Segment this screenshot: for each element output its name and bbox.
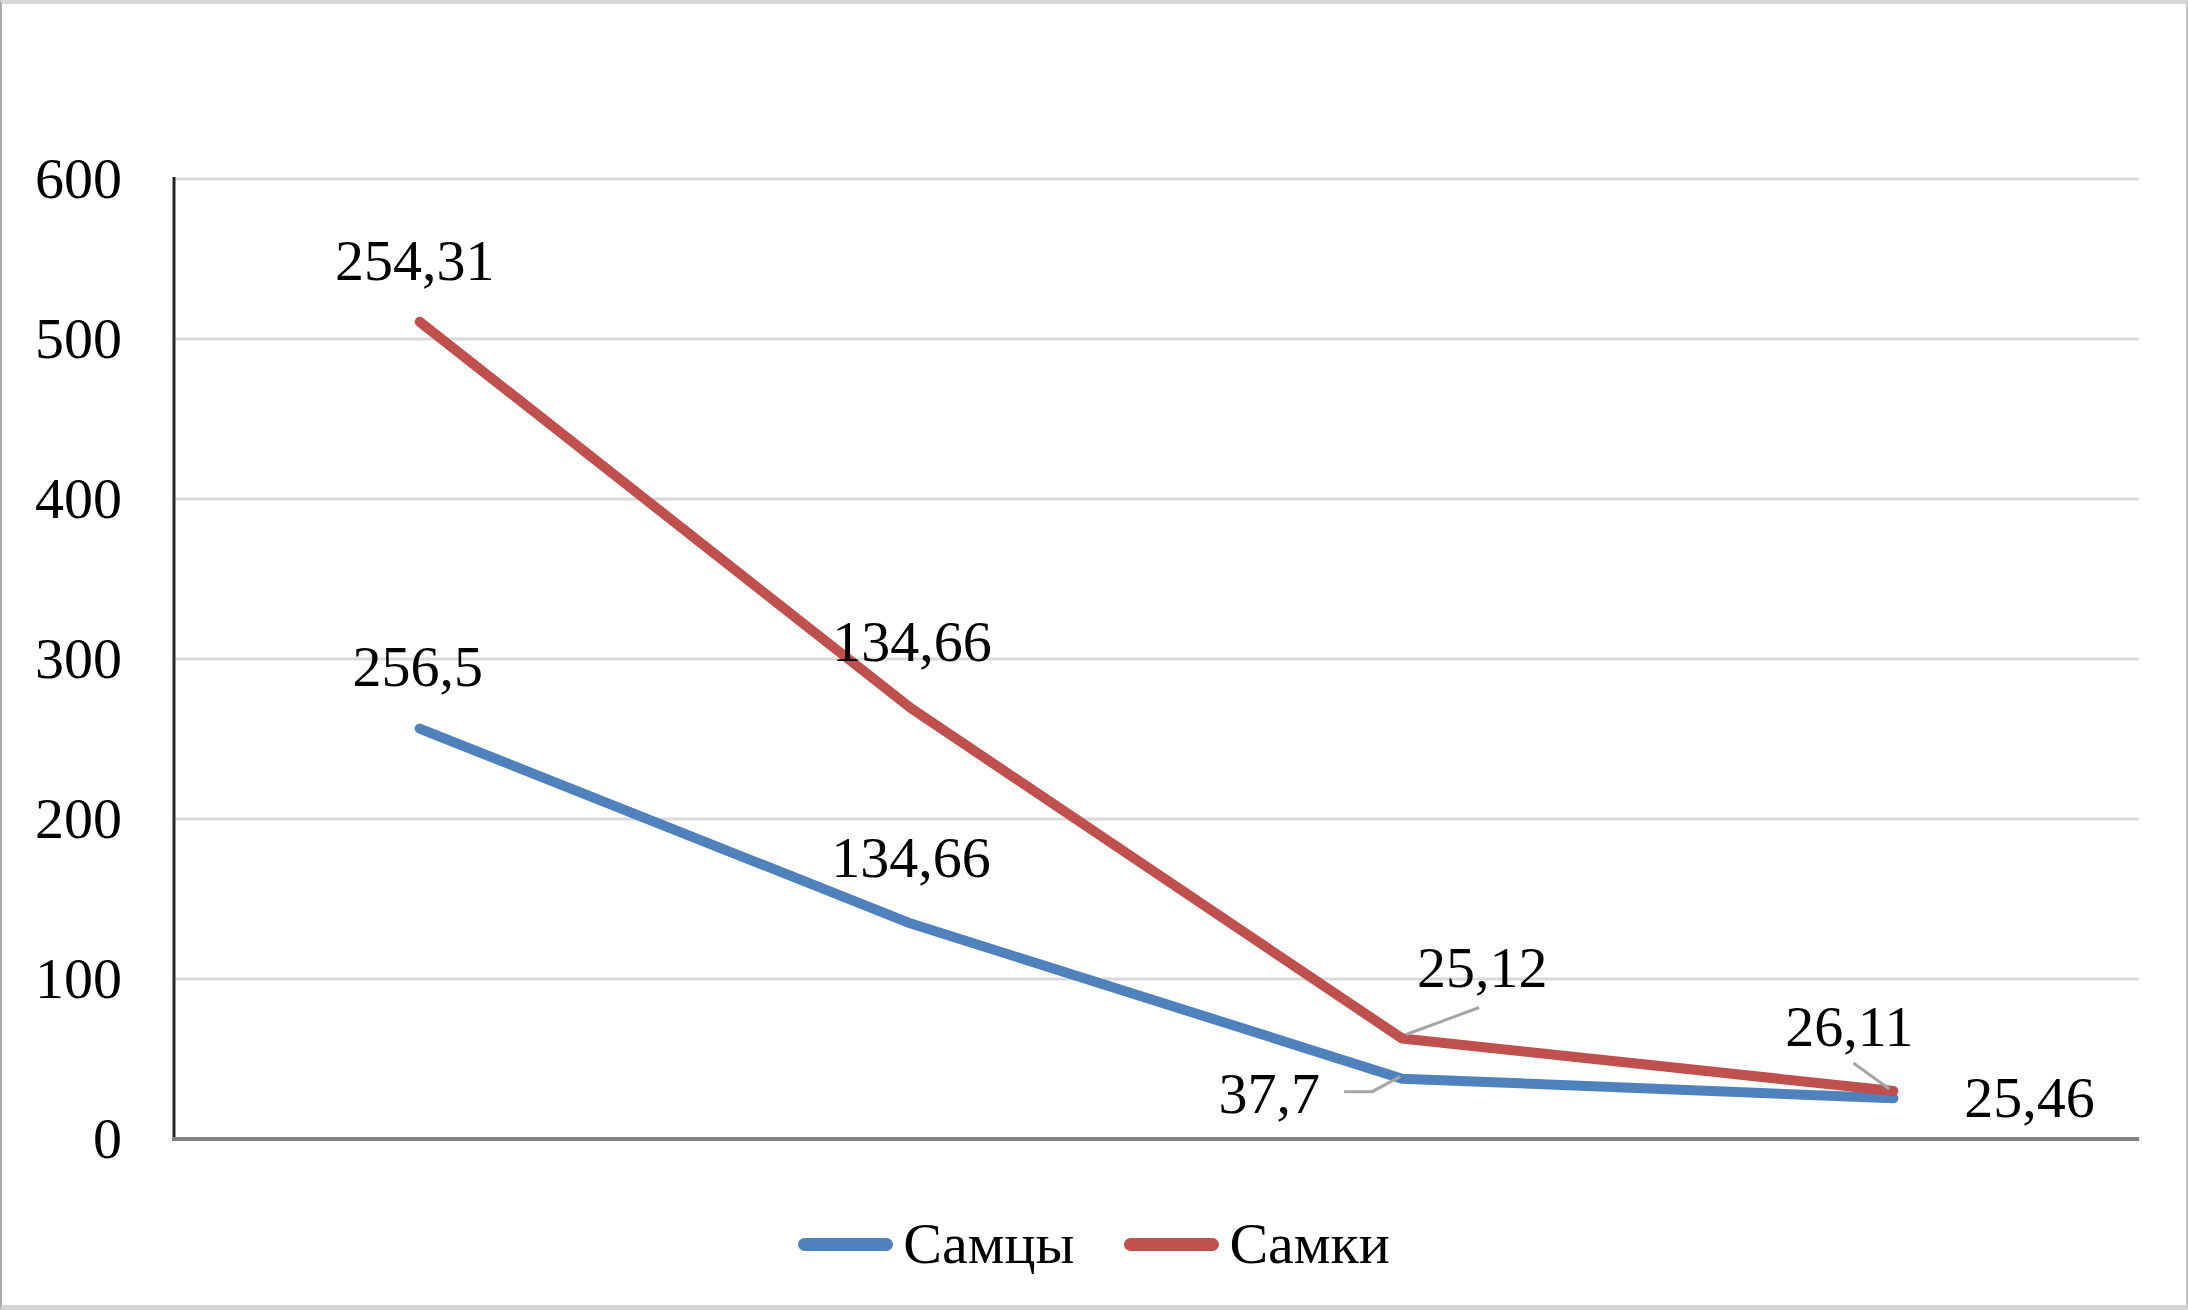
y-tick-label: 300 bbox=[2, 625, 122, 693]
data-label-series0-point2: 37,7 bbox=[1218, 1062, 1320, 1126]
legend-swatch-males bbox=[798, 1238, 893, 1251]
leader-line bbox=[1406, 1008, 1479, 1035]
data-label-series0-point3: 25,46 bbox=[1964, 1066, 2095, 1130]
y-tick-label: 500 bbox=[2, 305, 122, 373]
legend: Самцы Самки bbox=[2, 1210, 2186, 1278]
legend-item-males: Самцы bbox=[798, 1210, 1074, 1278]
chart-frame: 600 500 400 300 200 100 0 256,5 134,66 37,7 25,46… bbox=[0, 0, 2188, 1310]
data-label-series0-point1: 134,66 bbox=[831, 826, 991, 890]
y-tick-label: 0 bbox=[2, 1105, 122, 1173]
data-label-series1-point2: 25,12 bbox=[1417, 936, 1548, 1000]
data-label-series1-point1: 134,66 bbox=[832, 610, 992, 674]
data-label-series1-point0: 254,31 bbox=[335, 229, 495, 293]
y-tick-label: 600 bbox=[2, 145, 122, 213]
legend-label-females: Самки bbox=[1229, 1210, 1389, 1278]
y-tick-label: 200 bbox=[2, 785, 122, 853]
legend-item-females: Самки bbox=[1124, 1210, 1389, 1278]
data-label-series1-point3: 26,11 bbox=[1785, 995, 1913, 1059]
legend-label-males: Самцы bbox=[903, 1210, 1074, 1278]
data-label-series0-point0: 256,5 bbox=[352, 635, 483, 699]
series-line-0 bbox=[420, 729, 1894, 1099]
plot-area bbox=[2, 4, 2188, 1310]
y-tick-label: 100 bbox=[2, 945, 122, 1013]
series-line-1 bbox=[420, 322, 1894, 1091]
legend-swatch-females bbox=[1124, 1238, 1219, 1251]
y-tick-label: 400 bbox=[2, 465, 122, 533]
